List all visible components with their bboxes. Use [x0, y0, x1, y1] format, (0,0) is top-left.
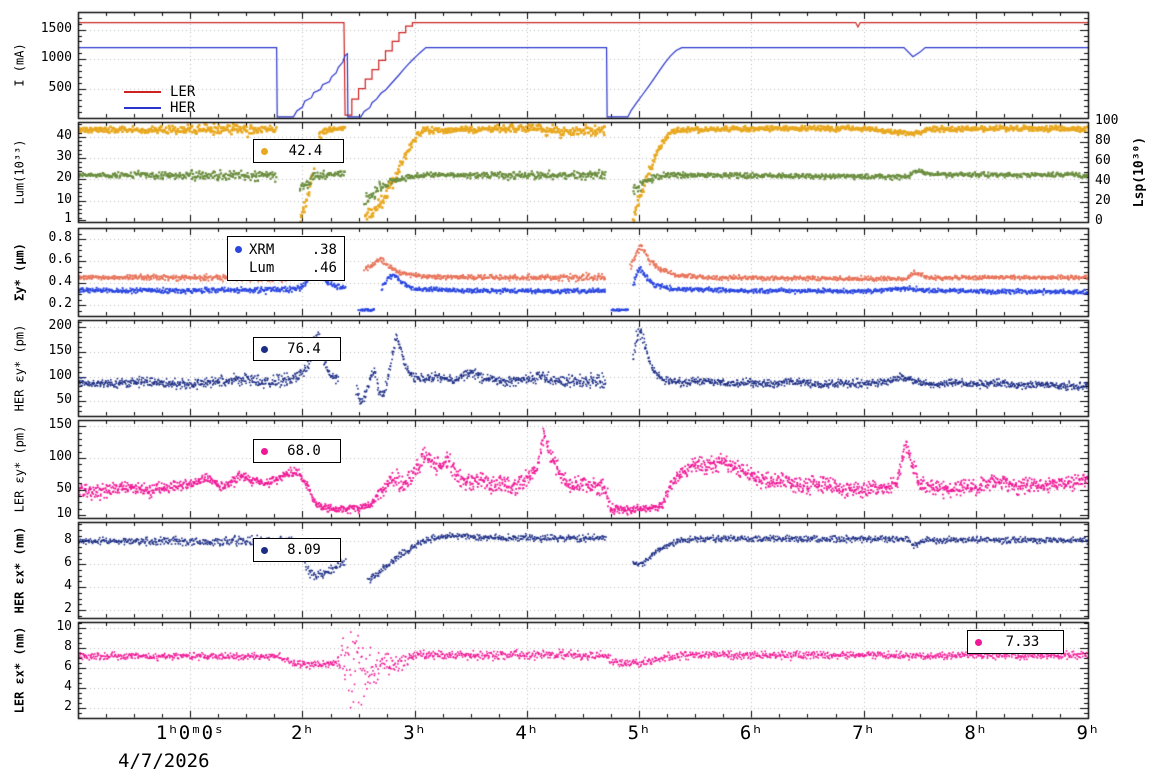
xtick-label: 6ʰ [739, 722, 763, 744]
legend-entry: LER [124, 83, 196, 100]
series-marker-dot [261, 546, 268, 554]
ytick-label: 8 [64, 532, 72, 548]
ytick-label: 2 [64, 699, 72, 714]
annotation-value: .46 [311, 259, 337, 276]
ytick-label: 10 [56, 191, 72, 207]
ytick-label: 1 [64, 210, 72, 226]
ytick-label: 1000 [40, 50, 72, 66]
annotation-label: XRM [249, 241, 275, 258]
series-marker-dot [261, 147, 268, 155]
xtick-label: 1ʰ0ᵐ0ˢ [155, 722, 225, 744]
ytick-label: 50 [56, 480, 72, 496]
ytick-label: 10 [56, 619, 72, 634]
series-marker-dot [235, 246, 242, 253]
xtick-label: 8ʰ [964, 722, 988, 744]
current-legend: LER HER [124, 83, 196, 116]
ytick-label: 4 [64, 578, 72, 594]
ytick-label: 0.8 [48, 230, 72, 245]
right-ytick-label: 80 [1095, 133, 1111, 148]
ylabel-beam-current: I (mA) [12, 43, 27, 87]
annotation-box-ler-emittance-x: 7.33 [967, 630, 1064, 654]
series-marker-dot [261, 447, 268, 455]
ylabel-ler-emittance-y: LER εy* (pm) [12, 425, 27, 513]
ylabel-her-emittance-x: HER εx* (nm) [12, 526, 27, 614]
ytick-label: 40 [56, 127, 72, 143]
annotation-row: 8.09 [261, 542, 333, 558]
annotation-value: .38 [311, 241, 337, 258]
ytick-label: 30 [56, 149, 72, 165]
right-ytick-label: 40 [1095, 173, 1111, 188]
right-ytick-label: 60 [1095, 153, 1111, 168]
annotation-value: 76.4 [287, 341, 321, 357]
series-marker-dot [261, 345, 268, 353]
ytick-label: 100 [48, 367, 72, 383]
ytick-label: 2 [64, 601, 72, 616]
ytick-label: 1500 [40, 20, 72, 36]
ytick-label: 20 [56, 170, 72, 186]
ytick-label: 0.6 [48, 252, 72, 267]
right-ytick-label: 20 [1095, 193, 1111, 208]
ytick-label: 0.2 [48, 296, 72, 311]
legend-entry: HER [124, 99, 196, 116]
ytick-label: 0.4 [48, 274, 72, 289]
ytick-label: 6 [64, 659, 72, 674]
xtick-label: 4ʰ [515, 722, 539, 744]
ylabel-luminosity: Lum(10³³) [12, 139, 27, 205]
xtick-label: 7ʰ [852, 722, 875, 744]
ytick-label: 10 [56, 505, 72, 521]
xtick-label: 5ʰ [627, 722, 651, 744]
legend-label: LER [170, 83, 196, 100]
annotation-row: Lum .46 [235, 260, 337, 276]
annotation-box-ler-emittance-y: 68.0 [253, 439, 341, 463]
ytick-label: 100 [48, 448, 72, 464]
annotation-box-her-emittance-x: 8.09 [253, 538, 341, 562]
annotation-row: XRM .38 [235, 242, 337, 258]
right-ytick-label: 100 [1095, 113, 1119, 128]
ytick-label: 500 [48, 79, 72, 95]
annotation-box-sigma-y-star: XRM .38 Lum .46 [227, 236, 345, 281]
annotation-row: 68.0 [261, 443, 333, 459]
annotation-value: 68.0 [287, 443, 321, 459]
ytick-label: 8 [64, 639, 72, 654]
ytick-label: 6 [64, 555, 72, 571]
xtick-label: 9ʰ [1076, 722, 1100, 744]
annotation-box-her-emittance-y: 76.4 [253, 337, 341, 361]
ytick-label: 4 [64, 679, 72, 694]
ytick-label: 200 [48, 318, 72, 334]
annotation-box-luminosity: 42.4 [253, 139, 344, 163]
legend-label: HER [170, 99, 196, 116]
ytick-label: 50 [56, 392, 72, 408]
series-marker-dot [975, 638, 982, 646]
ylabel-ler-emittance-x: LER εx* (nm) [12, 626, 27, 714]
xtick-label: 2ʰ [290, 722, 314, 744]
marker-placeholder [235, 264, 242, 271]
ylabel-her-emittance-y: HER εy* (pm) [12, 324, 27, 412]
annotation-row: 42.4 [261, 143, 336, 159]
ylabel-right-luminosity: Lsp(10³⁰) [1131, 136, 1147, 208]
ytick-label: 150 [48, 343, 72, 358]
ytick-label: 150 [48, 417, 72, 433]
annotation-value: 42.4 [288, 143, 323, 159]
annotation-row: 76.4 [261, 341, 333, 357]
annotation-value: 7.33 [1005, 634, 1040, 650]
xtick-label: 3ʰ [403, 722, 427, 744]
annotation-value: 8.09 [287, 542, 321, 558]
date-label: 4/7/2026 [118, 750, 210, 772]
annotation-label: Lum [249, 259, 275, 276]
right-ytick-label: 0 [1095, 213, 1103, 228]
legend-line-sample [124, 90, 161, 93]
ylabel-sigma-y-star: Σy* (μm) [12, 243, 27, 301]
annotation-row: 7.33 [975, 634, 1056, 650]
legend-line-sample [124, 106, 161, 109]
